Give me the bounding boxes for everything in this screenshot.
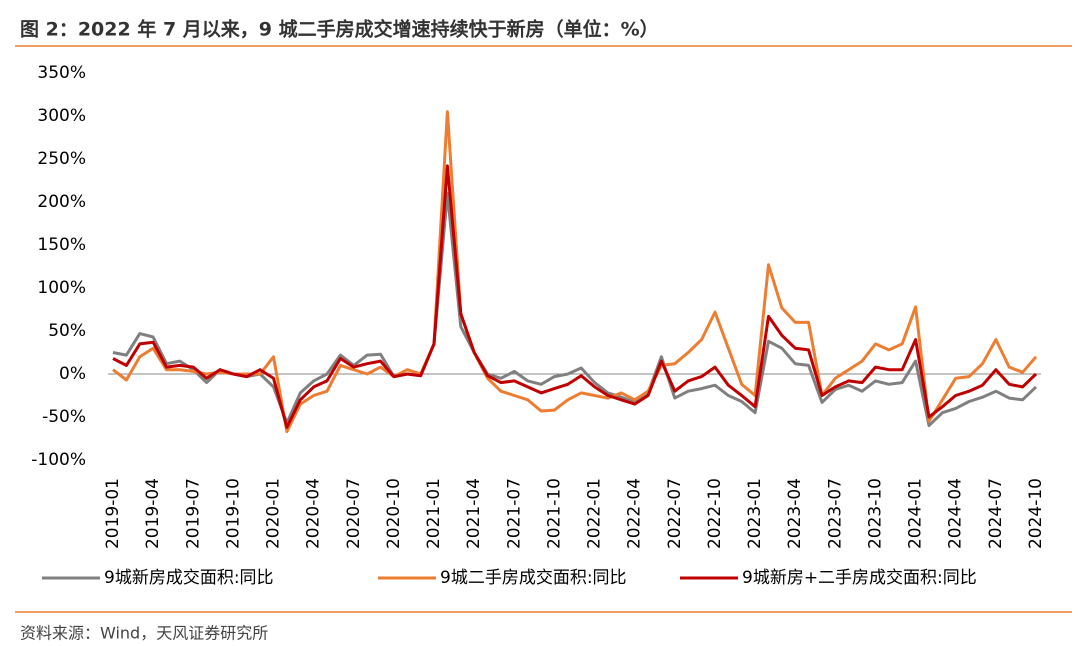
x-tick-label: 2020-04 (304, 478, 324, 549)
x-tick-label: 2022-10 (705, 478, 725, 549)
x-tick-label: 2021-01 (424, 478, 444, 549)
series-line (112, 191, 1038, 428)
series-line (112, 164, 1038, 429)
legend-label: 9城新房成交面积:同比 (104, 568, 274, 588)
x-tick-label: 2024-10 (1026, 478, 1046, 549)
x-tick-label: 2021-10 (544, 478, 564, 549)
x-tick-label: 2024-04 (946, 478, 966, 549)
y-tick-label: 150% (37, 235, 86, 255)
x-tick-label: 2023-07 (825, 478, 845, 549)
y-tick-label: 300% (37, 106, 86, 126)
y-tick-label: 200% (37, 192, 86, 212)
legend-label: 9城二手房成交面积:同比 (440, 568, 627, 588)
y-tick-label: -100% (31, 450, 86, 470)
x-tick-label: 2023-04 (785, 478, 805, 549)
y-tick-label: 100% (37, 278, 86, 298)
source-note: 资料来源：Wind，天风证券研究所 (20, 624, 268, 643)
x-tick-label: 2019-04 (143, 478, 163, 549)
x-tick-label: 2021-07 (504, 478, 524, 549)
x-tick-label: 2024-01 (906, 478, 926, 549)
x-tick-label: 2022-07 (665, 478, 685, 549)
x-tick-label: 2019-10 (223, 478, 243, 549)
x-tick-label: 2023-10 (865, 478, 885, 549)
x-tick-label: 2022-04 (625, 478, 645, 549)
y-tick-label: 0% (59, 364, 86, 384)
x-tick-label: 2021-04 (464, 478, 484, 549)
series-line (112, 110, 1038, 434)
y-tick-label: 350% (37, 63, 86, 83)
x-tick-label: 2020-10 (384, 478, 404, 549)
y-tick-label: 250% (37, 149, 86, 169)
x-tick-label: 2022-01 (585, 478, 605, 549)
x-tick-label: 2023-01 (745, 478, 765, 549)
legend-label: 9城新房+二手房成交面积:同比 (742, 568, 977, 588)
x-tick-label: 2019-01 (103, 478, 123, 549)
y-tick-label: 50% (48, 321, 86, 341)
x-tick-label: 2020-01 (264, 478, 284, 549)
x-tick-label: 2019-07 (183, 478, 203, 549)
x-tick-label: 2024-07 (986, 478, 1006, 549)
chart-title: 图 2：2022 年 7 月以来，9 城二手房成交增速持续快于新房（单位：%） (20, 18, 659, 41)
x-tick-label: 2020-07 (344, 478, 364, 549)
y-tick-label: -50% (42, 407, 86, 427)
